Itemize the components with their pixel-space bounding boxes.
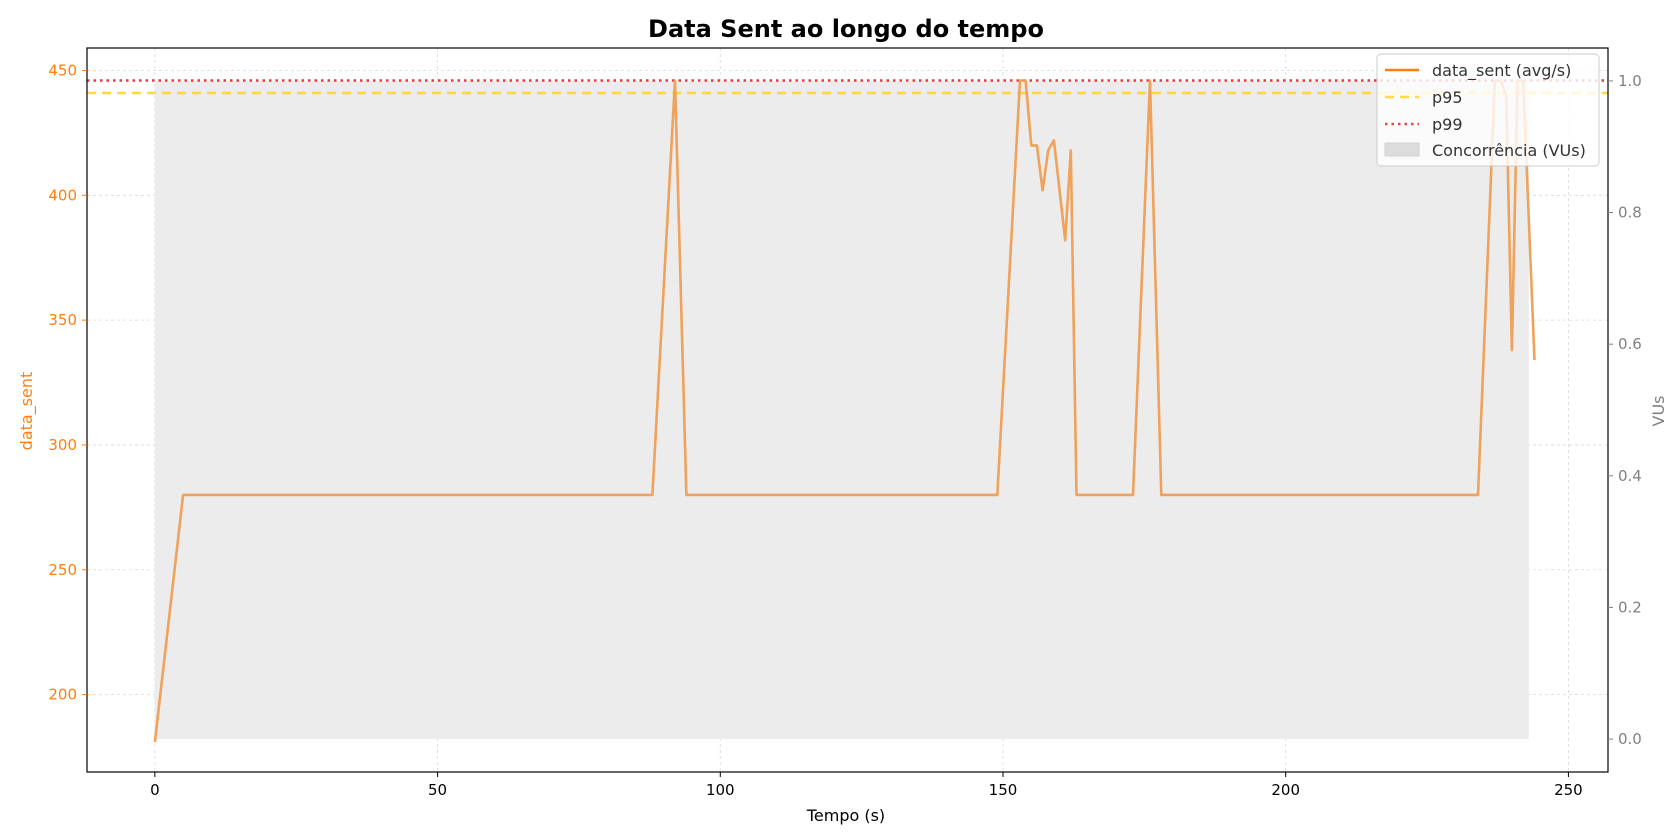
y-tick-label: 450 bbox=[48, 61, 77, 79]
x-tick-label: 100 bbox=[706, 781, 735, 799]
legend-label-data-sent: data_sent (avg/s) bbox=[1432, 61, 1571, 81]
x-tick-label: 50 bbox=[428, 781, 447, 799]
plot-frame bbox=[86, 47, 1609, 773]
y2-tick-label: 0.6 bbox=[1618, 335, 1642, 353]
legend-swatch-concurrency bbox=[1384, 142, 1420, 157]
legend-label-concurrency: Concorrência (VUs) bbox=[1432, 141, 1586, 160]
plot-area bbox=[87, 48, 1608, 772]
x-tick-label: 250 bbox=[1554, 781, 1583, 799]
x-tick-label: 0 bbox=[150, 781, 160, 799]
y2-tick-label: 0.4 bbox=[1618, 467, 1642, 485]
legend-label-p95: p95 bbox=[1432, 88, 1463, 107]
y-axis-label: data_sent bbox=[17, 372, 37, 451]
y-tick-label: 350 bbox=[48, 311, 77, 329]
y2-tick-label: 1.0 bbox=[1618, 72, 1642, 90]
x-tick-label: 150 bbox=[989, 781, 1018, 799]
axes: 0 50 100 150 200 250 200 250 300 350 400 450 0.0 0.2 0… bbox=[48, 47, 1642, 799]
y-tick-label: 300 bbox=[48, 436, 77, 454]
y2-axis-label: VUs bbox=[1649, 396, 1668, 427]
y-tick-label: 400 bbox=[48, 186, 77, 204]
legend: data_sent (avg/s) p95 p99 Concorrência (… bbox=[1376, 53, 1600, 167]
y2-tick-label: 0.0 bbox=[1618, 730, 1642, 748]
legend-box bbox=[1376, 53, 1600, 167]
y2-tick-label: 0.8 bbox=[1618, 204, 1642, 222]
x-axis-label: Tempo (s) bbox=[806, 806, 885, 825]
legend-label-p99: p99 bbox=[1432, 115, 1463, 134]
y-tick-label: 200 bbox=[48, 686, 77, 704]
y-tick-label: 250 bbox=[48, 561, 77, 579]
concurrency-area bbox=[154, 80, 1529, 740]
chart-title: Data Sent ao longo do tempo bbox=[648, 15, 1044, 43]
y2-tick-label: 0.2 bbox=[1618, 598, 1642, 616]
x-tick-label: 200 bbox=[1271, 781, 1300, 799]
